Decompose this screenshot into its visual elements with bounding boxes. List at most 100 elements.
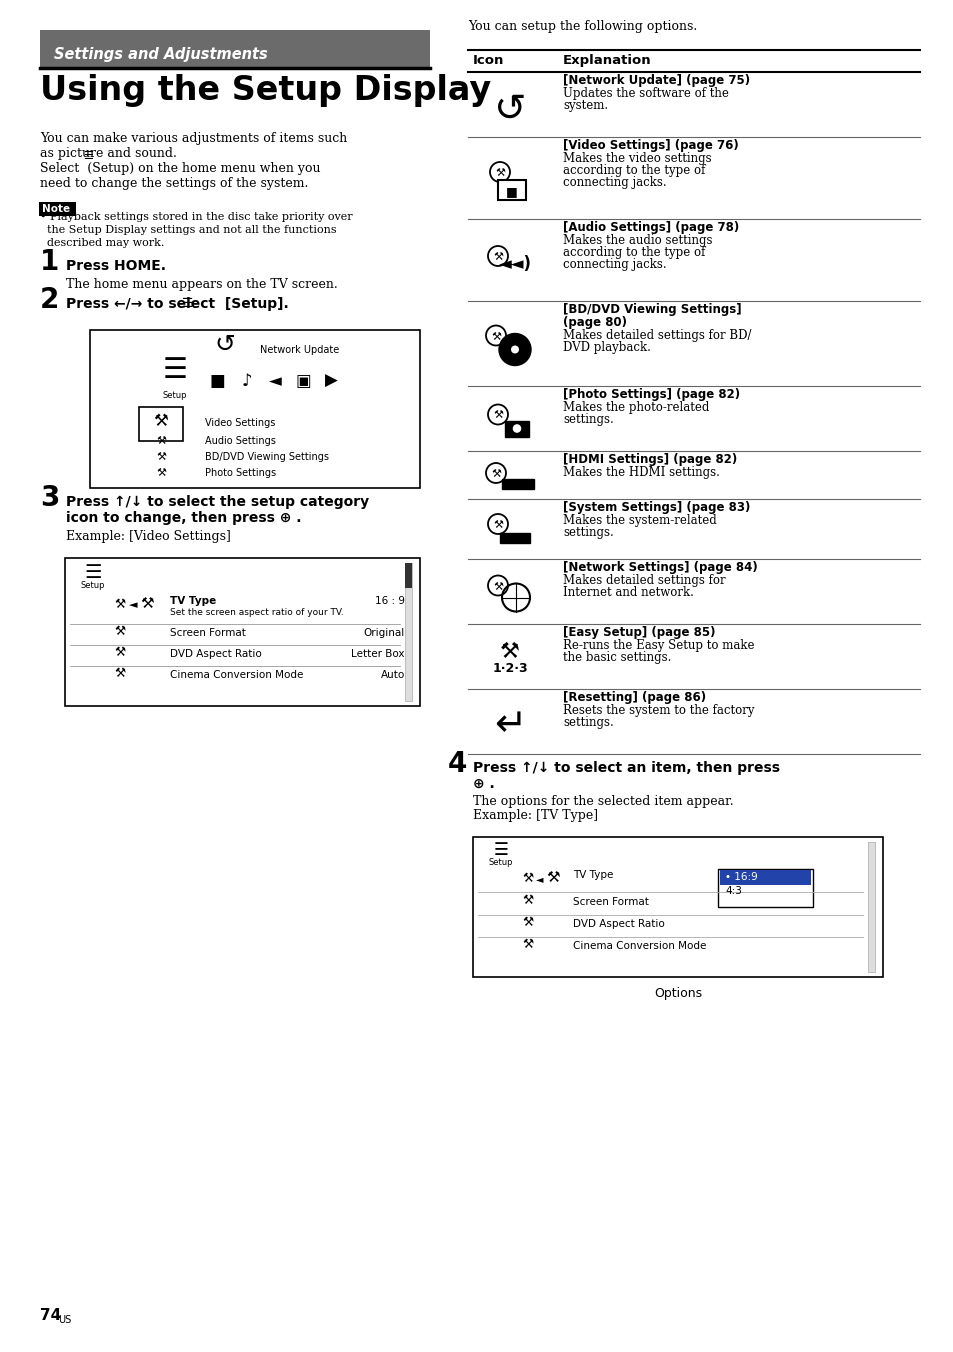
Text: ⚒: ⚒ [546,869,559,886]
Text: The home menu appears on the TV screen.: The home menu appears on the TV screen. [66,279,337,291]
Text: Updates the software of the: Updates the software of the [562,87,728,100]
FancyBboxPatch shape [405,562,412,588]
Text: [BD/DVD Viewing Settings]: [BD/DVD Viewing Settings] [562,303,740,316]
Text: Setup: Setup [81,581,105,589]
Text: Note: Note [42,204,71,214]
Text: ⚒: ⚒ [114,598,126,611]
Text: ⚒: ⚒ [522,938,533,950]
Text: The options for the selected item appear.: The options for the selected item appear… [473,795,733,808]
Text: Settings and Adjustments: Settings and Adjustments [54,47,268,62]
Text: ◄: ◄ [536,873,543,884]
Text: Example: [Video Settings]: Example: [Video Settings] [66,530,231,544]
Text: Setup: Setup [163,391,187,400]
Text: 16 : 9: 16 : 9 [375,596,405,606]
Text: as picture and sound.: as picture and sound. [40,147,176,160]
Text: ▣: ▣ [294,372,311,389]
Text: • Playback settings stored in the disc take priority over: • Playback settings stored in the disc t… [40,212,353,222]
Text: BD/DVD Viewing Settings: BD/DVD Viewing Settings [205,452,329,462]
Text: Audio Settings: Audio Settings [205,435,275,446]
Text: 4:3: 4:3 [724,886,741,896]
FancyBboxPatch shape [139,407,183,441]
Text: Screen Format: Screen Format [170,627,246,638]
FancyBboxPatch shape [90,330,419,488]
Text: ■: ■ [209,372,225,389]
Text: ⚒: ⚒ [153,412,169,430]
Text: Resets the system to the factory: Resets the system to the factory [562,704,754,717]
Text: Makes the HDMI settings.: Makes the HDMI settings. [562,466,720,479]
Text: [Audio Settings] (page 78): [Audio Settings] (page 78) [562,220,739,234]
Text: according to the type of: according to the type of [562,246,704,260]
Text: ↺: ↺ [493,91,526,128]
FancyBboxPatch shape [40,30,430,68]
FancyBboxPatch shape [720,869,810,886]
Text: ⚒: ⚒ [499,642,519,662]
FancyBboxPatch shape [65,558,419,706]
FancyBboxPatch shape [497,180,525,200]
Text: ▶: ▶ [324,372,337,389]
Text: Icon: Icon [473,54,504,68]
Text: Explanation: Explanation [562,54,651,68]
Text: ⚒: ⚒ [493,581,502,592]
Text: ⚒: ⚒ [491,331,500,342]
Text: Makes the video settings: Makes the video settings [562,151,711,165]
Text: ☰: ☰ [83,151,92,161]
Text: Video Settings: Video Settings [205,418,275,429]
Text: ☰: ☰ [84,562,102,581]
Text: [Resetting] (page 86): [Resetting] (page 86) [562,691,705,704]
Text: ⚒: ⚒ [493,521,502,530]
Text: Screen Format: Screen Format [573,896,648,907]
Text: ◄: ◄ [129,600,137,610]
Text: settings.: settings. [562,412,613,426]
Text: Makes the system-related: Makes the system-related [562,514,716,527]
Text: Letter Box: Letter Box [351,649,405,658]
FancyBboxPatch shape [473,837,882,977]
Text: Re-runs the Easy Setup to make: Re-runs the Easy Setup to make [562,639,754,652]
Text: Setup: Setup [488,859,513,867]
Text: the Setup Display settings and not all the functions: the Setup Display settings and not all t… [40,224,336,235]
Text: ⊕ .: ⊕ . [473,777,495,791]
Text: need to change the settings of the system.: need to change the settings of the syste… [40,177,308,191]
Text: • 16:9: • 16:9 [724,872,757,882]
Text: [Network Update] (page 75): [Network Update] (page 75) [562,74,749,87]
Text: Options: Options [653,987,701,1000]
Text: ⚒: ⚒ [114,646,126,658]
Text: Makes the audio settings: Makes the audio settings [562,234,712,247]
Text: the basic settings.: the basic settings. [562,652,671,664]
Text: settings.: settings. [562,526,613,539]
Text: Press ←/→ to select  [Setup].: Press ←/→ to select [Setup]. [66,297,289,311]
Text: Press HOME.: Press HOME. [66,260,166,273]
Text: DVD Aspect Ratio: DVD Aspect Ratio [170,649,261,658]
Text: ☰: ☰ [182,297,193,310]
Text: ⚒: ⚒ [156,452,166,462]
Text: [Network Settings] (page 84): [Network Settings] (page 84) [562,561,757,575]
Text: ⚒: ⚒ [114,667,126,680]
Text: DVD Aspect Ratio: DVD Aspect Ratio [573,919,664,929]
Text: Makes detailed settings for: Makes detailed settings for [562,575,725,587]
Text: ↺: ↺ [214,333,235,357]
Text: Cinema Conversion Mode: Cinema Conversion Mode [573,941,705,950]
Text: Network Update: Network Update [260,345,339,356]
Circle shape [511,346,518,353]
Text: 3: 3 [40,484,59,512]
FancyBboxPatch shape [405,562,412,700]
Text: ⚒: ⚒ [493,251,502,262]
Text: Press ↑/↓ to select the setup category: Press ↑/↓ to select the setup category [66,495,369,508]
Text: Internet and network.: Internet and network. [562,585,693,599]
Text: Example: [TV Type]: Example: [TV Type] [473,808,598,822]
Text: US: US [58,1315,71,1325]
Text: 2: 2 [40,287,59,314]
Text: ☰: ☰ [162,356,187,384]
Text: ■: ■ [506,185,517,199]
Text: Set the screen aspect ratio of your TV.: Set the screen aspect ratio of your TV. [170,608,343,617]
Text: connecting jacks.: connecting jacks. [562,258,666,270]
Text: DVD playback.: DVD playback. [562,341,650,354]
Text: [HDMI Settings] (page 82): [HDMI Settings] (page 82) [562,453,737,466]
Text: Original: Original [363,627,405,638]
Text: described may work.: described may work. [40,238,164,247]
FancyBboxPatch shape [504,420,529,437]
Text: ⚒: ⚒ [140,596,153,611]
FancyBboxPatch shape [867,842,874,972]
Text: 74: 74 [40,1307,61,1324]
Text: ⚒: ⚒ [156,435,166,446]
Text: [Photo Settings] (page 82): [Photo Settings] (page 82) [562,388,740,402]
